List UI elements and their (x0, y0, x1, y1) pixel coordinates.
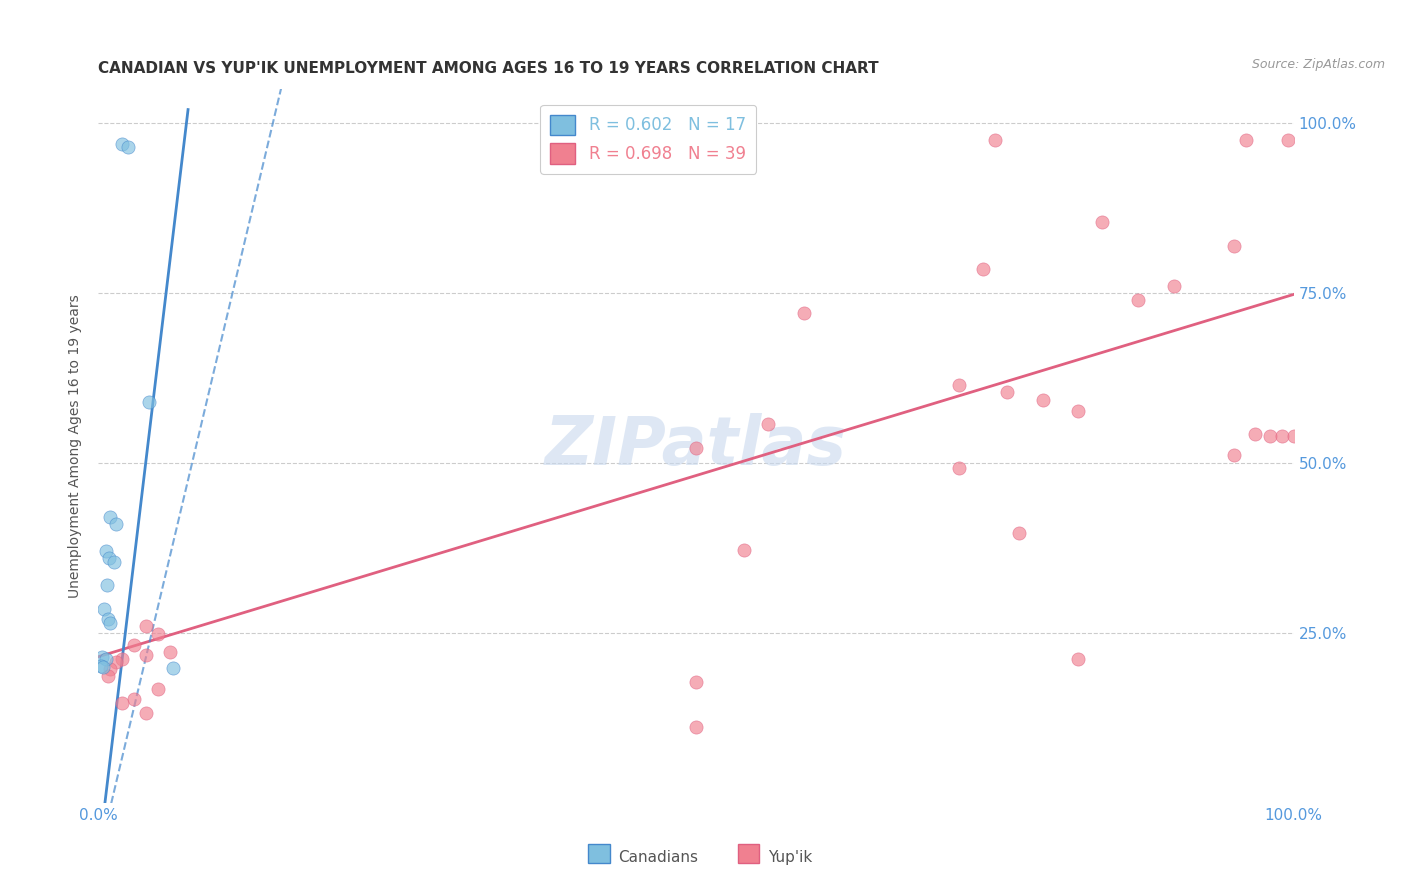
Point (111, 136, 134, 151)
Point (105, 655, 128, 669)
Point (685, 441, 707, 455)
Point (1008, 526, 1031, 541)
Point (1271, 429, 1294, 443)
Point (93, 602, 115, 616)
Point (148, 627, 170, 641)
Point (1128, 293, 1150, 307)
Point (98, 615, 122, 630)
Point (948, 461, 970, 475)
Point (1067, 651, 1090, 665)
Point (972, 262, 994, 277)
Text: ZIPatlas: ZIPatlas (546, 413, 846, 479)
Point (117, 140, 139, 154)
Point (135, 648, 157, 663)
Point (984, 133, 1007, 147)
Point (103, 555, 125, 569)
Point (135, 619, 157, 633)
Text: CANADIAN VS YUP'IK UNEMPLOYMENT AMONG AGES 16 TO 19 YEARS CORRELATION CHART: CANADIAN VS YUP'IK UNEMPLOYMENT AMONG AG… (98, 61, 879, 76)
Text: Yup'ik: Yup'ik (768, 849, 811, 864)
Point (1032, 393, 1054, 408)
Text: Canadians: Canadians (619, 849, 699, 864)
Point (135, 706, 157, 720)
Point (124, 638, 146, 652)
Point (111, 696, 134, 710)
Point (733, 543, 755, 558)
Point (1277, 133, 1299, 147)
Point (1234, 133, 1257, 147)
Point (97, 669, 120, 683)
Point (94, 544, 117, 558)
Point (96, 578, 118, 592)
Point (995, 384, 1018, 399)
Point (97, 612, 120, 626)
FancyBboxPatch shape (589, 844, 610, 863)
Point (91, 660, 114, 674)
Point (1282, 429, 1305, 443)
Y-axis label: Unemployment Among Ages 16 to 19 years: Unemployment Among Ages 16 to 19 years (69, 294, 83, 598)
Point (162, 661, 184, 675)
Point (1163, 279, 1185, 293)
Point (91, 649, 114, 664)
Point (138, 394, 160, 409)
Text: Source: ZipAtlas.com: Source: ZipAtlas.com (1251, 58, 1385, 71)
Point (685, 674, 707, 689)
Point (105, 517, 128, 532)
Point (94, 651, 117, 665)
Point (948, 377, 970, 392)
Point (1258, 429, 1281, 443)
Point (1223, 448, 1246, 462)
Point (148, 682, 170, 697)
Legend: R = 0.602   N = 17, R = 0.698   N = 39: R = 0.602 N = 17, R = 0.698 N = 39 (540, 104, 756, 174)
Point (111, 651, 134, 665)
Point (124, 692, 146, 706)
Point (98, 510, 122, 524)
Point (159, 645, 181, 659)
Point (1091, 215, 1114, 229)
Point (98, 662, 122, 676)
Point (685, 720, 707, 734)
Point (756, 417, 779, 432)
Point (90, 658, 112, 673)
FancyBboxPatch shape (738, 844, 759, 863)
Point (1223, 238, 1246, 252)
Point (1244, 427, 1267, 442)
Point (1067, 403, 1090, 417)
Point (793, 306, 815, 320)
Point (98, 551, 121, 566)
